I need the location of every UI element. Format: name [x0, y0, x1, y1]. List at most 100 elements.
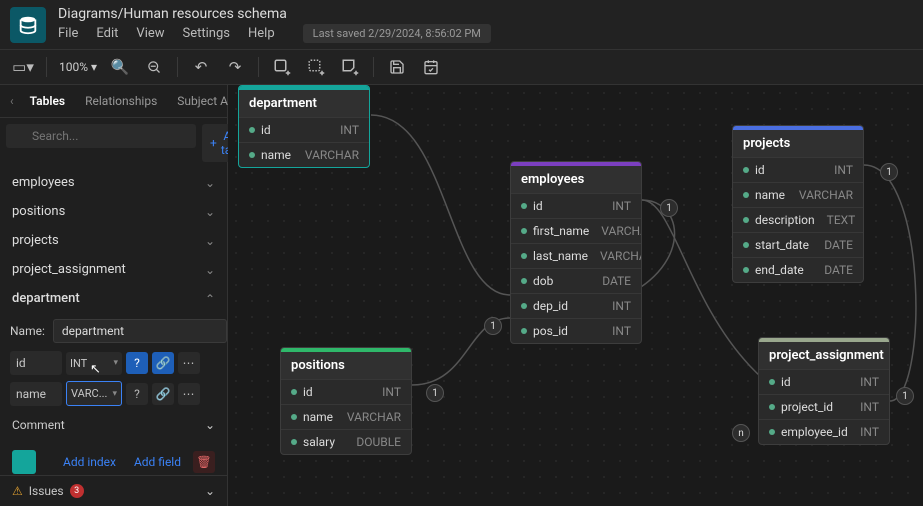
sidebar-item-projects[interactable]: projects⌄ [0, 226, 227, 255]
entity-title: employees [511, 166, 641, 193]
warning-icon: ⚠ [12, 484, 23, 498]
sidebar-item-label: project_assignment [12, 262, 126, 277]
menu-view[interactable]: View [136, 26, 164, 41]
table-detail-panel: Name: idINT▾?🔗⋯nameVARC...▾?🔗⋯ Comment ⌄… [0, 313, 227, 475]
table-name-input[interactable] [53, 319, 227, 343]
issues-bar[interactable]: ⚠ Issues 3 ⌄ [0, 475, 227, 506]
entity-positions[interactable]: positionsidINTnameVARCHARsalaryDOUBLE [280, 347, 412, 455]
save-icon[interactable] [386, 56, 408, 78]
tab-tables[interactable]: Tables [22, 89, 74, 113]
add-note-icon[interactable] [339, 56, 361, 78]
relation-port[interactable]: 1 [896, 387, 914, 405]
zoom-level[interactable]: 100% ▾ [59, 60, 97, 74]
menu-help[interactable]: Help [248, 26, 275, 41]
entity-department[interactable]: departmentidINTnameVARCHAR [238, 85, 370, 168]
entity-title: positions [281, 352, 411, 379]
entity-field[interactable]: employee_idINT [759, 419, 889, 444]
sidebar-list: employees⌄ positions ⌄ projects⌄ project_… [0, 168, 227, 475]
relation-port[interactable]: 1 [880, 163, 898, 181]
entity-field[interactable]: idINT [281, 379, 411, 404]
menu-settings[interactable]: Settings [183, 26, 230, 41]
entity-field[interactable]: pos_idINT [511, 318, 641, 343]
entity-field[interactable]: first_nameVARCHAR [511, 218, 641, 243]
app-logo [10, 7, 46, 43]
field-type-select[interactable]: VARC...▾ [66, 381, 122, 406]
entity-field[interactable]: idINT [759, 369, 889, 394]
entity-field[interactable]: dobDATE [511, 268, 641, 293]
header: Diagrams/Human resources schema File Edi… [0, 0, 923, 49]
sidebar-item-positions[interactable]: positions ⌄ [0, 197, 227, 226]
delete-button[interactable]: 🗑 [193, 451, 215, 473]
more-icon[interactable]: ⋯ [178, 383, 200, 405]
field-name-input[interactable]: name [10, 382, 62, 406]
zoom-out-icon[interactable] [143, 56, 165, 78]
link-icon[interactable]: 🔗 [152, 352, 174, 374]
chevron-down-icon: ⌄ [205, 176, 215, 190]
sidebar-item-project-assignment[interactable]: project_assignment ⌄ [0, 255, 227, 284]
comment-label: Comment [12, 418, 65, 432]
issues-label: Issues [29, 484, 64, 498]
chevron-down-icon: ⌄ [205, 418, 215, 432]
sidebar-item-department[interactable]: department⌃ [0, 284, 227, 313]
menu-edit[interactable]: Edit [96, 26, 118, 41]
entity-title: projects [733, 130, 863, 157]
plus-icon: + [210, 136, 217, 150]
chevron-down-icon: ⌄ [205, 484, 215, 498]
add-area-icon[interactable] [305, 56, 327, 78]
entity-field[interactable]: nameVARCHAR [733, 182, 863, 207]
entity-employees[interactable]: employeesidINTfirst_nameVARCHARlast_name… [510, 161, 642, 344]
entity-field[interactable]: start_dateDATE [733, 232, 863, 257]
entity-project_assignment[interactable]: project_assignmentidINTproject_idINTempl… [758, 337, 890, 445]
entity-field[interactable]: idINT [511, 193, 641, 218]
entity-field[interactable]: nameVARCHAR [239, 142, 369, 167]
entity-field[interactable]: salaryDOUBLE [281, 429, 411, 454]
entity-field[interactable]: last_nameVARCHAR [511, 243, 641, 268]
link-icon[interactable]: 🔗 [152, 383, 174, 405]
relation-port[interactable]: 1 [484, 317, 502, 335]
relation-port[interactable]: n [732, 424, 750, 442]
field-type-select[interactable]: INT▾ [66, 352, 122, 375]
add-index-button[interactable]: Add index [57, 450, 122, 474]
zoom-in-icon[interactable]: 🔍 [109, 56, 131, 78]
relation-port[interactable]: 1 [426, 384, 444, 402]
field-name-input[interactable]: id [10, 351, 62, 375]
relation-port[interactable]: 1 [660, 199, 678, 217]
entity-projects[interactable]: projectsidINTnameVARCHARdescriptionTEXTs… [732, 125, 864, 283]
redo-icon[interactable]: ↷ [224, 56, 246, 78]
comment-toggle[interactable]: Comment ⌄ [10, 412, 217, 438]
tabs-prev-icon[interactable]: ‹ [6, 92, 18, 110]
sidebar-item-employees[interactable]: employees⌄ [0, 168, 227, 197]
chevron-down-icon: ⌄ [205, 263, 215, 277]
toolbar: ▭▾ 100% ▾ 🔍 ↶ ↷ [0, 49, 923, 85]
last-saved-label: Last saved 2/29/2024, 8:56:02 PM [303, 24, 491, 43]
nullable-toggle[interactable]: ? [126, 383, 148, 405]
sidebar-item-label: positions [12, 204, 65, 219]
chevron-down-icon: ⌄ [205, 205, 215, 219]
entity-field[interactable]: idINT [733, 157, 863, 182]
issues-count-badge: 3 [70, 484, 84, 498]
chevron-up-icon: ⌃ [205, 292, 215, 306]
entity-field[interactable]: end_dateDATE [733, 257, 863, 282]
entity-field[interactable]: idINT [239, 117, 369, 142]
breadcrumb: Diagrams/Human resources schema [58, 6, 913, 22]
canvas[interactable]: departmentidINTnameVARCHARemployeesidINT… [228, 85, 923, 506]
entity-field[interactable]: project_idINT [759, 394, 889, 419]
entity-field[interactable]: descriptionTEXT [733, 207, 863, 232]
sidebar: ‹ Tables Relationships Subject Are › + A… [0, 85, 228, 506]
menubar: File Edit View Settings Help Last saved … [58, 24, 913, 43]
add-entity-icon[interactable] [271, 56, 293, 78]
menu-file[interactable]: File [58, 26, 78, 41]
more-icon[interactable]: ⋯ [178, 352, 200, 374]
color-swatch[interactable] [12, 450, 36, 474]
search-input[interactable] [6, 124, 196, 148]
entity-title: project_assignment [759, 342, 889, 369]
layout-icon[interactable]: ▭▾ [12, 56, 34, 78]
entity-field[interactable]: nameVARCHAR [281, 404, 411, 429]
undo-icon[interactable]: ↶ [190, 56, 212, 78]
schedule-icon[interactable] [420, 56, 442, 78]
entity-field[interactable]: dep_idINT [511, 293, 641, 318]
nullable-toggle[interactable]: ? [126, 352, 148, 374]
add-field-button[interactable]: Add field [128, 450, 187, 474]
tab-relationships[interactable]: Relationships [77, 89, 165, 113]
field-row: nameVARC...▾?🔗⋯ [10, 381, 217, 406]
